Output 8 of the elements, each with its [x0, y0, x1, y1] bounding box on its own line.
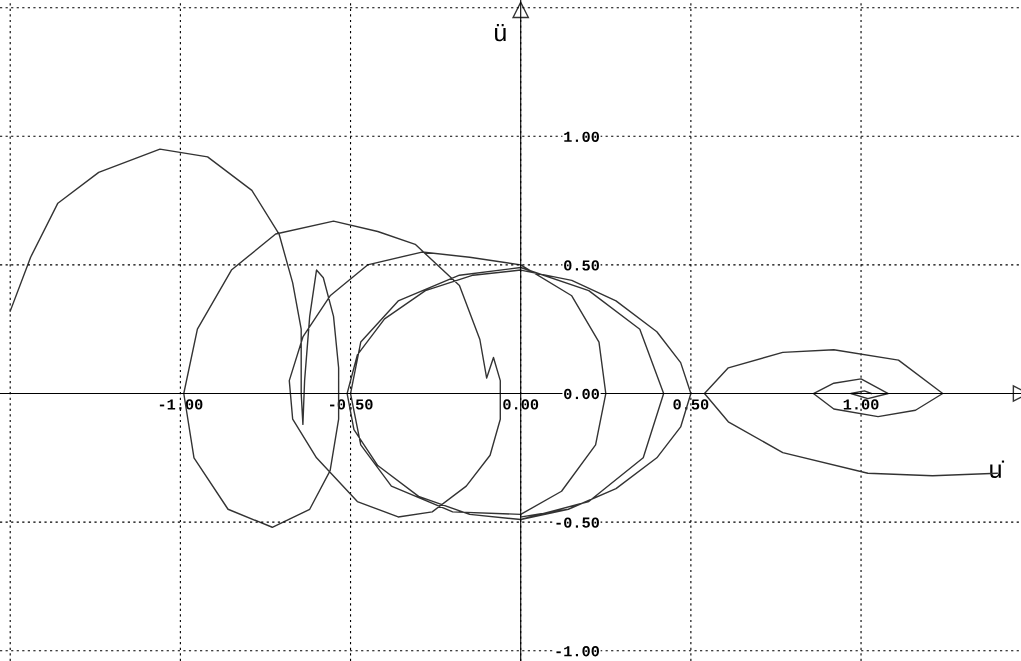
y-tick-label: 0.50 [564, 260, 599, 271]
y-tick-label: -0.50 [556, 517, 599, 528]
x-tick-label: 1.00 [843, 399, 879, 410]
y-tick-label: -1.00 [556, 646, 599, 657]
y-tick-label: 0.00 [564, 388, 599, 400]
x-axis-title: u̇ [990, 460, 1005, 478]
y-tick-label: 1.00 [564, 131, 599, 142]
y-axis-title: ü [495, 23, 506, 42]
